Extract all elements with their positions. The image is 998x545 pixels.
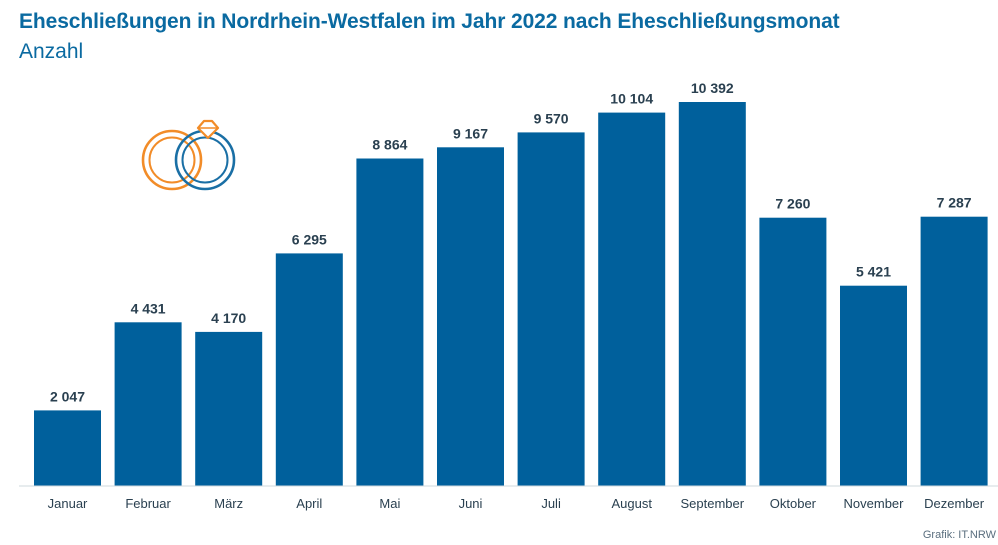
value-label: 9 570 <box>534 110 569 126</box>
bar-november <box>840 285 907 486</box>
category-label: September <box>681 496 745 511</box>
bar-märz <box>195 331 263 486</box>
chart-subtitle: Anzahl <box>19 40 84 63</box>
value-label: 4 431 <box>131 300 166 316</box>
bar-februar <box>114 322 182 486</box>
category-label: Juni <box>459 496 483 511</box>
category-label: August <box>611 496 652 511</box>
value-label: 10 104 <box>610 91 653 107</box>
value-label: 9 167 <box>453 125 488 141</box>
bar-mai <box>356 158 424 486</box>
category-label: November <box>844 496 905 511</box>
value-label: 7 287 <box>937 195 972 211</box>
chart-title: Eheschließungen in Nordrhein-Westfalen i… <box>19 10 840 33</box>
category-label: Mai <box>379 496 400 511</box>
category-label: Januar <box>48 496 88 511</box>
value-label: 5 421 <box>856 264 891 280</box>
bar-dezember <box>920 216 988 486</box>
value-label: 4 170 <box>211 310 246 326</box>
value-label: 7 260 <box>775 196 810 212</box>
value-label: 8 864 <box>372 137 407 153</box>
value-label: 2 047 <box>50 388 85 404</box>
bar-august <box>598 112 666 486</box>
value-label: 6 295 <box>292 231 327 247</box>
bar-september <box>678 102 746 486</box>
bar-april <box>275 253 343 486</box>
category-label: Oktober <box>770 496 817 511</box>
category-label: März <box>214 496 243 511</box>
category-label: Februar <box>125 496 171 511</box>
bar-juli <box>517 132 585 486</box>
bar-juni <box>437 147 504 487</box>
bar-januar <box>34 410 101 486</box>
category-label: Dezember <box>924 496 985 511</box>
category-label: Juli <box>541 496 561 511</box>
value-label: 10 392 <box>691 80 734 96</box>
category-label: April <box>296 496 322 511</box>
bar-oktober <box>759 217 827 486</box>
source-note: Grafik: IT.NRW <box>922 529 996 541</box>
wedding-rings-icon <box>141 119 236 191</box>
